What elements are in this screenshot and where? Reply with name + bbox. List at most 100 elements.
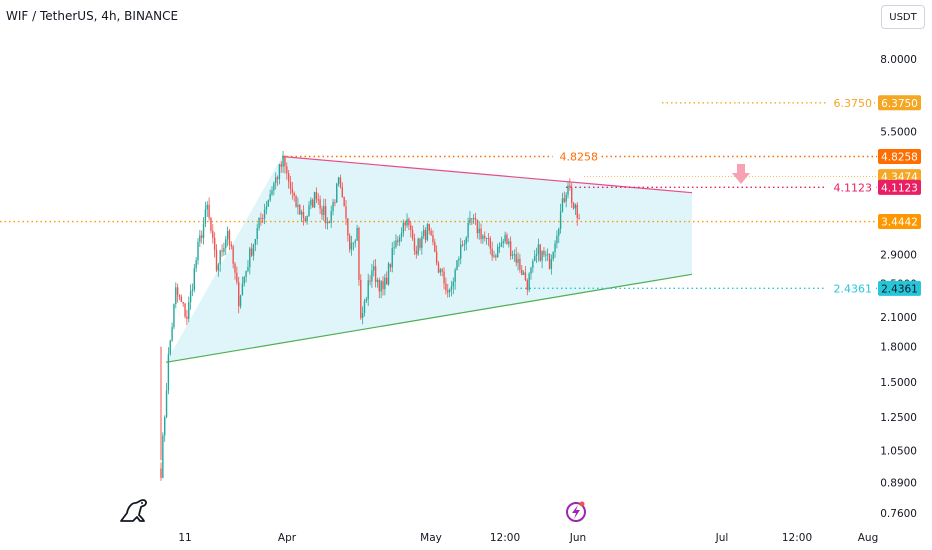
candle (332, 198, 334, 216)
candle (563, 191, 565, 204)
candle (212, 224, 214, 244)
dino-logo-icon[interactable] (120, 499, 147, 522)
candle (304, 215, 306, 223)
currency-button[interactable]: USDT (881, 5, 925, 29)
candle (213, 232, 216, 258)
candle (574, 203, 577, 215)
candle (443, 267, 445, 290)
candle (317, 193, 319, 206)
chart-title: WIF / TetherUS, 4h, BINANCE (6, 9, 179, 23)
candle (487, 232, 490, 247)
candle (238, 276, 240, 314)
candle (506, 232, 508, 245)
candle (204, 201, 207, 228)
candle (300, 209, 303, 222)
candle (384, 274, 386, 296)
candle (197, 237, 199, 265)
candle (480, 223, 482, 244)
candle (471, 218, 473, 225)
candle (297, 197, 299, 215)
candle (569, 178, 571, 191)
candle (236, 266, 238, 285)
candle (162, 432, 164, 479)
level-label-breakdown: 4.1123 (834, 181, 873, 194)
candle (169, 339, 171, 356)
candle (315, 187, 318, 203)
candle (437, 260, 440, 274)
level-label-triangle-top: 4.8258 (560, 150, 599, 163)
price-tag-target-low: 2.4361 (878, 280, 921, 296)
candle (489, 236, 491, 255)
candle (188, 296, 190, 323)
candle (545, 250, 547, 262)
candle (171, 322, 173, 342)
candle (550, 254, 553, 275)
y-tick-label: 2.1000 (880, 312, 917, 324)
candle (160, 462, 162, 481)
candle (265, 200, 268, 215)
candle (360, 274, 362, 320)
lower-trendline[interactable] (165, 273, 693, 363)
candle (522, 270, 525, 276)
candle (387, 261, 390, 286)
candle (206, 201, 208, 217)
candle (287, 169, 290, 189)
candle (286, 162, 288, 180)
candle (578, 213, 580, 220)
candle (226, 226, 229, 247)
candle (234, 261, 236, 280)
candle (312, 198, 314, 208)
candle (428, 223, 430, 235)
candle (439, 267, 442, 276)
candle (202, 216, 205, 245)
candle (252, 243, 255, 261)
candle (445, 277, 447, 295)
candle (182, 301, 184, 307)
candle (432, 230, 434, 246)
candle (324, 198, 327, 229)
candle (291, 181, 294, 200)
candle (391, 242, 393, 273)
candle (474, 212, 477, 226)
candle (191, 283, 194, 297)
candle (243, 275, 245, 287)
candle (210, 217, 212, 234)
down-arrow-icon[interactable] (732, 164, 750, 184)
candle (500, 236, 503, 248)
candle (245, 270, 247, 283)
candle (509, 236, 512, 260)
candle (173, 303, 175, 330)
candle (404, 220, 406, 231)
candle (461, 240, 464, 247)
candle (193, 263, 195, 293)
candle (313, 191, 316, 209)
candle (537, 238, 540, 262)
price-axis[interactable]: 8.0000 5.5000 2.9000 2.1000 1.8000 1.5000 1.25… (880, 54, 917, 520)
candle (341, 182, 343, 198)
upper-trendline[interactable] (281, 155, 693, 194)
candle (280, 161, 282, 173)
candle (408, 217, 410, 231)
y-tick-label: 0.8900 (880, 478, 917, 490)
candle (339, 174, 342, 189)
candle (184, 302, 186, 319)
candle (558, 227, 560, 243)
candle (328, 220, 331, 224)
lightning-event-icon[interactable] (566, 501, 586, 522)
time-axis[interactable]: 11 Apr May 12:00 Jun Jul 12:00 Aug (178, 532, 878, 544)
x-tick-label: 12:00 (782, 532, 812, 544)
candle (371, 263, 373, 288)
candle (565, 192, 567, 208)
candle (263, 203, 266, 225)
candle (576, 202, 578, 226)
candle (423, 225, 425, 240)
candle (321, 205, 323, 220)
x-tick-label: Apr (278, 532, 297, 544)
candle (208, 197, 210, 221)
candle (195, 257, 197, 273)
price-tag-label: 6.3750 (881, 98, 918, 110)
candle (337, 176, 340, 187)
candle (389, 263, 392, 272)
candle (571, 183, 573, 208)
